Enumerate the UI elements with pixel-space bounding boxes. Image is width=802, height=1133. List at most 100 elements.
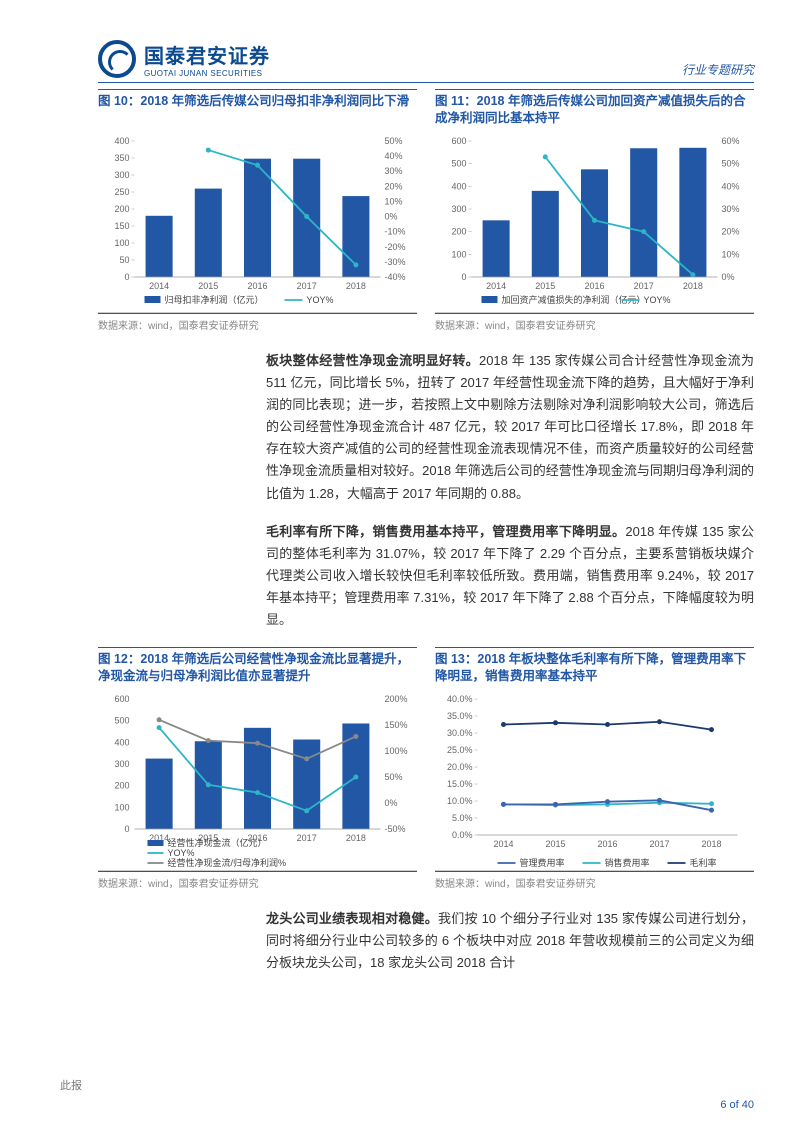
para3-bold: 龙头公司业绩表现相对稳健。 bbox=[266, 911, 438, 926]
svg-text:-20%: -20% bbox=[385, 242, 406, 252]
chart-12-col: 图 12：2018 年筛选后公司经营性净现金流比显著提升，净现金流与归母净利润比… bbox=[98, 647, 417, 904]
svg-text:0%: 0% bbox=[385, 212, 398, 222]
chart-13-source: 数据来源：wind，国泰君安证券研究 bbox=[435, 871, 754, 890]
svg-text:200%: 200% bbox=[385, 694, 408, 704]
svg-text:30%: 30% bbox=[385, 166, 403, 176]
svg-text:300: 300 bbox=[114, 170, 129, 180]
svg-text:15.0%: 15.0% bbox=[447, 779, 473, 789]
svg-text:经营性净现金流（亿元）: 经营性净现金流（亿元） bbox=[168, 837, 267, 848]
svg-text:25.0%: 25.0% bbox=[447, 745, 473, 755]
logo-cn: 国泰君安证券 bbox=[144, 40, 270, 69]
chart-12-source: 数据来源：wind，国泰君安证券研究 bbox=[98, 871, 417, 890]
svg-text:2017: 2017 bbox=[634, 281, 654, 291]
svg-text:0: 0 bbox=[124, 824, 129, 834]
svg-text:2016: 2016 bbox=[584, 281, 604, 291]
svg-text:10%: 10% bbox=[722, 249, 740, 259]
svg-text:0: 0 bbox=[124, 272, 129, 282]
svg-text:管理费用率: 管理费用率 bbox=[520, 857, 565, 868]
svg-text:400: 400 bbox=[114, 136, 129, 146]
svg-text:2015: 2015 bbox=[545, 839, 565, 849]
svg-text:2017: 2017 bbox=[297, 833, 317, 843]
svg-text:-40%: -40% bbox=[385, 272, 406, 282]
svg-text:毛利率: 毛利率 bbox=[690, 857, 717, 868]
chart-row-1: 图 10：2018 年筛选后传媒公司归母扣非净利润同比下滑 0501001502… bbox=[98, 89, 754, 346]
chart-11: 01002003004005006000%10%20%30%40%50%60%2… bbox=[435, 133, 754, 313]
svg-text:销售费用率: 销售费用率 bbox=[605, 857, 650, 868]
svg-text:2015: 2015 bbox=[198, 281, 218, 291]
svg-text:10.0%: 10.0% bbox=[447, 796, 473, 806]
svg-text:2014: 2014 bbox=[486, 281, 506, 291]
svg-text:50%: 50% bbox=[722, 159, 740, 169]
svg-text:5.0%: 5.0% bbox=[452, 813, 473, 823]
svg-text:600: 600 bbox=[114, 694, 129, 704]
svg-text:经营性净现金流/归母净利润%: 经营性净现金流/归母净利润% bbox=[168, 857, 287, 868]
chart-12: 0100200300400500600-50%0%50%100%150%200%… bbox=[98, 691, 417, 871]
svg-text:150%: 150% bbox=[385, 720, 408, 730]
svg-text:YOY%: YOY% bbox=[168, 848, 195, 858]
svg-text:2015: 2015 bbox=[535, 281, 555, 291]
svg-text:50%: 50% bbox=[385, 772, 403, 782]
svg-text:2018: 2018 bbox=[346, 281, 366, 291]
svg-text:2016: 2016 bbox=[247, 281, 267, 291]
svg-text:-50%: -50% bbox=[385, 824, 406, 834]
svg-text:归母扣非净利润（亿元）: 归母扣非净利润（亿元） bbox=[165, 294, 264, 305]
svg-text:YOY%: YOY% bbox=[644, 295, 671, 305]
chart-10-source: 数据来源：wind，国泰君安证券研究 bbox=[98, 313, 417, 332]
svg-text:10%: 10% bbox=[385, 196, 403, 206]
svg-text:400: 400 bbox=[451, 181, 466, 191]
svg-text:0%: 0% bbox=[385, 798, 398, 808]
para1-body: 2018 年 135 家传媒公司合计经营性净现金流为 511 亿元，同比增长 5… bbox=[266, 353, 754, 501]
chart-10-col: 图 10：2018 年筛选后传媒公司归母扣非净利润同比下滑 0501001502… bbox=[98, 89, 417, 346]
svg-text:20.0%: 20.0% bbox=[447, 762, 473, 772]
logo-icon bbox=[98, 40, 136, 78]
para2-bold: 毛利率有所下降，销售费用基本持平，管理费用率下降明显。 bbox=[266, 524, 625, 539]
chart-11-title: 图 11：2018 年筛选后传媒公司加回资产减值损失后的合成净利润同比基本持平 bbox=[435, 89, 754, 127]
svg-text:60%: 60% bbox=[722, 136, 740, 146]
svg-text:YOY%: YOY% bbox=[307, 295, 334, 305]
svg-text:500: 500 bbox=[451, 159, 466, 169]
svg-text:2018: 2018 bbox=[683, 281, 703, 291]
svg-text:200: 200 bbox=[114, 781, 129, 791]
svg-text:2017: 2017 bbox=[649, 839, 669, 849]
svg-text:30.0%: 30.0% bbox=[447, 728, 473, 738]
svg-text:0.0%: 0.0% bbox=[452, 830, 473, 840]
svg-text:20%: 20% bbox=[385, 181, 403, 191]
para2-body: 2018 年传媒 135 家公司的整体毛利率为 31.07%，较 2017 年下… bbox=[266, 524, 754, 627]
svg-text:2016: 2016 bbox=[597, 839, 617, 849]
paragraph-1: 板块整体经营性净现金流明显好转。2018 年 135 家传媒公司合计经营性净现金… bbox=[98, 350, 754, 505]
chart-13-title: 图 13：2018 年板块整体毛利率有所下降，管理费用率下降明显，销售费用率基本… bbox=[435, 647, 754, 685]
logo-en: GUOTAI JUNAN SECURITIES bbox=[144, 69, 270, 78]
chart-13: 0.0%5.0%10.0%15.0%20.0%25.0%30.0%35.0%40… bbox=[435, 691, 754, 871]
svg-text:150: 150 bbox=[114, 221, 129, 231]
svg-text:40%: 40% bbox=[722, 181, 740, 191]
svg-text:20%: 20% bbox=[722, 227, 740, 237]
paragraph-3: 龙头公司业绩表现相对稳健。我们按 10 个细分子行业对 135 家传媒公司进行划… bbox=[98, 908, 754, 974]
paragraph-2: 毛利率有所下降，销售费用基本持平，管理费用率下降明显。2018 年传媒 135 … bbox=[98, 521, 754, 631]
page-header: 国泰君安证券 GUOTAI JUNAN SECURITIES 行业专题研究 bbox=[98, 40, 754, 83]
svg-text:100: 100 bbox=[114, 802, 129, 812]
chart-11-col: 图 11：2018 年筛选后传媒公司加回资产减值损失后的合成净利润同比基本持平 … bbox=[435, 89, 754, 346]
svg-text:350: 350 bbox=[114, 153, 129, 163]
svg-text:500: 500 bbox=[114, 716, 129, 726]
chart-13-col: 图 13：2018 年板块整体毛利率有所下降，管理费用率下降明显，销售费用率基本… bbox=[435, 647, 754, 904]
chart-row-2: 图 12：2018 年筛选后公司经营性净现金流比显著提升，净现金流与归母净利润比… bbox=[98, 647, 754, 904]
svg-text:300: 300 bbox=[451, 204, 466, 214]
svg-text:400: 400 bbox=[114, 737, 129, 747]
svg-text:600: 600 bbox=[451, 136, 466, 146]
svg-text:0%: 0% bbox=[722, 272, 735, 282]
svg-text:0: 0 bbox=[461, 272, 466, 282]
svg-text:-10%: -10% bbox=[385, 227, 406, 237]
svg-text:100: 100 bbox=[114, 238, 129, 248]
svg-text:200: 200 bbox=[451, 227, 466, 237]
svg-text:100: 100 bbox=[451, 249, 466, 259]
chart-12-title: 图 12：2018 年筛选后公司经营性净现金流比显著提升，净现金流与归母净利润比… bbox=[98, 647, 417, 685]
svg-text:-30%: -30% bbox=[385, 257, 406, 267]
chart-10: 050100150200250300350400-40%-30%-20%-10%… bbox=[98, 133, 417, 313]
svg-text:2014: 2014 bbox=[149, 281, 169, 291]
logo-block: 国泰君安证券 GUOTAI JUNAN SECURITIES bbox=[98, 40, 270, 78]
svg-text:250: 250 bbox=[114, 187, 129, 197]
left-marker: 此报 bbox=[60, 1077, 82, 1093]
page-number: 6 of 40 bbox=[720, 1099, 754, 1111]
svg-text:2018: 2018 bbox=[701, 839, 721, 849]
svg-text:100%: 100% bbox=[385, 746, 408, 756]
